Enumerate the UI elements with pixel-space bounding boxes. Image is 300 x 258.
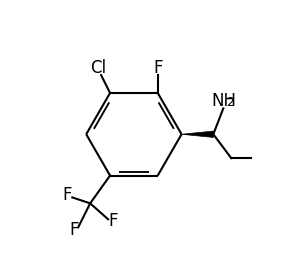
Text: F: F (153, 59, 163, 77)
Polygon shape (182, 131, 213, 138)
Text: F: F (63, 187, 72, 204)
Text: F: F (70, 221, 79, 239)
Text: Cl: Cl (90, 59, 106, 77)
Text: 2: 2 (226, 96, 234, 109)
Text: F: F (108, 212, 118, 230)
Text: NH: NH (212, 92, 237, 110)
